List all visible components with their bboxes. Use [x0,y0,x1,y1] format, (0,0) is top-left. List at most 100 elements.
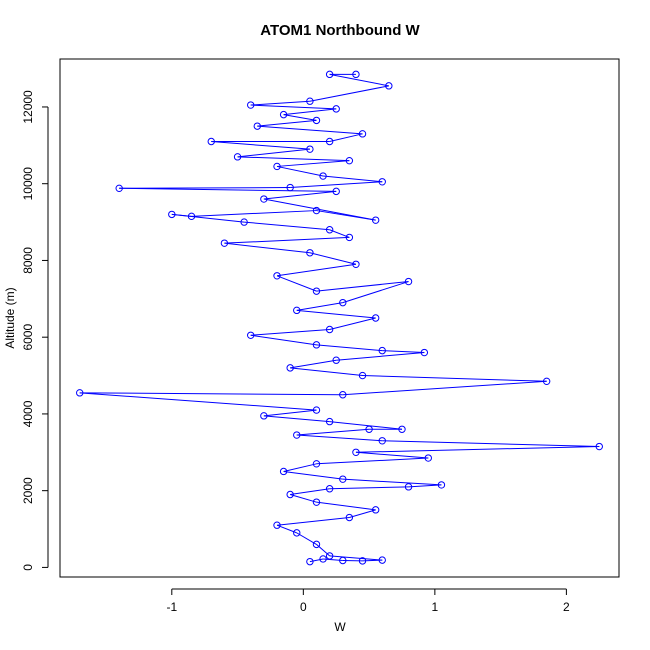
data-point [345,156,354,165]
series-line-segment [296,309,376,319]
chart-title: ATOM1 Northbound W [260,22,420,39]
series-line-segment [283,463,317,472]
series-line-segment [224,236,350,244]
series-line-segment [283,114,317,121]
series-line-segment [316,344,383,352]
series-line-segment [250,329,330,336]
data-point [306,557,314,566]
data-point [325,552,334,560]
series-line-segment [309,85,389,102]
data-point [345,513,354,522]
data-point [378,346,386,355]
series-line-segment [382,440,600,448]
data-point [595,442,603,451]
series-line-segment [263,415,330,423]
series-line-segment [355,446,600,453]
x-axis-label: W [334,620,346,634]
series-line-segment [211,140,310,150]
series-line-segment [329,555,383,561]
series-line-segment [342,478,442,486]
data-point [339,298,347,307]
data-point [293,529,301,537]
data-point [437,481,446,489]
data-point [247,331,255,339]
data-point [247,101,255,109]
data-point [273,162,281,171]
data-point [286,490,294,499]
data-point [371,314,380,322]
series-line-segment [263,409,317,417]
data-point [339,475,347,483]
series-line-segment [119,187,337,192]
y-tick-label: 4000 [21,400,35,427]
data-point [253,122,261,130]
series-line-segment [276,275,317,292]
data-point [358,371,367,380]
data-point [325,226,334,234]
series-line-segment [276,517,350,526]
series-line-segment [290,494,317,503]
data-point [76,389,84,397]
data-point [306,145,314,153]
y-tick-label: 0 [21,564,35,571]
data-point [378,437,386,445]
series-line-segment [191,210,317,217]
series-line-segment [316,281,409,292]
series-line-segment [309,558,324,563]
data-point [312,540,321,549]
series-line-segment [336,352,425,361]
data-point [312,498,321,506]
series-line-segment [79,392,343,396]
series-line-segment [329,73,389,87]
series-line-segment [296,302,343,311]
data-point [325,325,334,334]
series-line-segment [250,104,337,110]
data-point [273,272,281,280]
data-point [220,239,229,247]
y-tick-label: 12000 [21,90,35,124]
series-line-segment [309,252,357,265]
data-point [404,277,413,286]
series-layer [76,70,603,566]
series-line-segment [237,148,310,158]
series-line-segment [382,350,425,354]
data-point [358,557,367,565]
series-line-segment [79,392,317,411]
data-point [260,195,268,203]
data-point [293,306,301,315]
data-point [352,260,360,268]
y-axis: 0 2000 4000 6000 8000 10000 12000 [21,90,49,571]
x-tick-label: 0 [300,600,307,614]
data-point [325,485,334,493]
series-line-segment [323,175,383,183]
data-point [339,391,347,399]
y-tick-label: 6000 [21,324,35,351]
series-line-segment [263,190,337,200]
series-line-segment [283,108,337,116]
data-point [312,460,321,468]
series-line-segment [408,484,442,488]
y-tick-label: 8000 [21,247,35,274]
series-line-segment [329,317,376,330]
data-point [378,178,386,186]
data-point [207,137,215,146]
data-point [371,506,380,514]
data-point [306,249,314,257]
data-point [312,406,321,414]
data-point [339,556,347,565]
plot-area-border [59,58,620,578]
data-point [306,97,314,105]
data-point [358,130,367,138]
data-point [404,483,413,491]
data-point [332,105,340,113]
series-line-segment [342,281,409,304]
series-line-segment [316,501,376,511]
series-line-segment [296,532,317,545]
data-point [312,341,321,349]
series-line-segment [250,334,317,346]
data-point [260,412,268,420]
data-point [279,110,288,119]
data-point [279,467,288,476]
data-point [332,187,340,196]
